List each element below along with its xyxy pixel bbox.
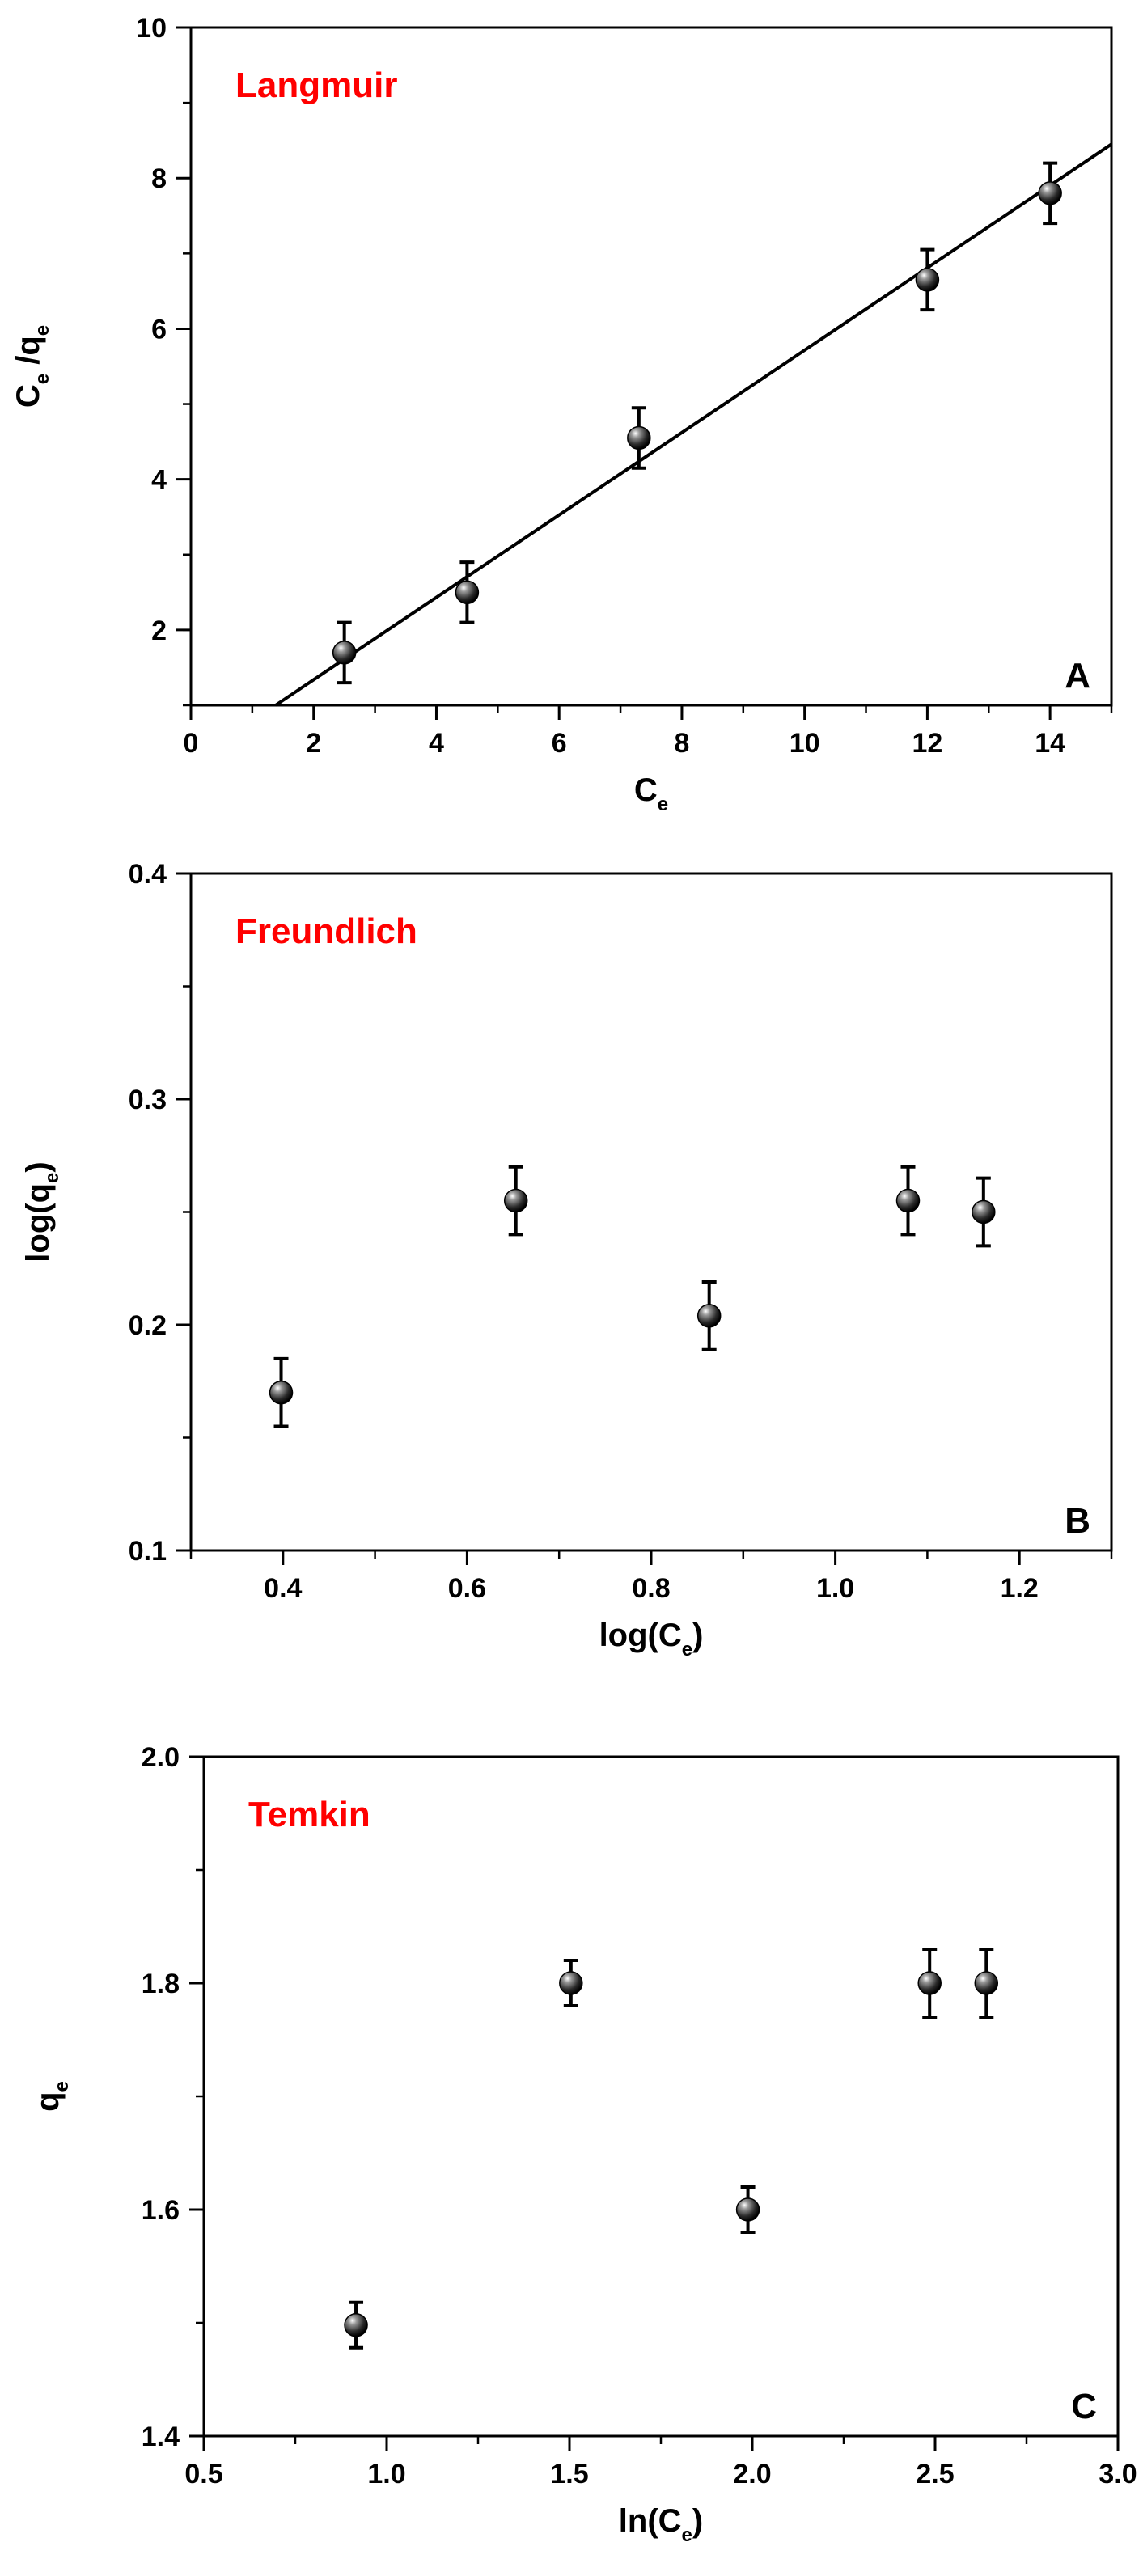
- chart-title: Langmuir: [235, 66, 397, 105]
- x-tick-label: 2: [306, 728, 321, 759]
- chart-title: Freundlich: [235, 912, 417, 951]
- x-tick-label: 0.6: [448, 1573, 486, 1604]
- data-point: [735, 2197, 760, 2222]
- data-point: [344, 2313, 368, 2337]
- x-tick-label: 8: [674, 728, 689, 759]
- fit-line: [274, 142, 1113, 707]
- panel-letter: B: [1065, 1501, 1090, 1541]
- y-tick-label: 0.2: [129, 1310, 167, 1341]
- y-tick-label: 0.4: [129, 859, 167, 890]
- x-tick-label: 14: [1035, 728, 1065, 759]
- y-tick-label: 0.3: [129, 1085, 167, 1115]
- x-tick-label: 6: [552, 728, 567, 759]
- panel-letter: C: [1071, 2387, 1097, 2426]
- data-point: [917, 1971, 942, 1995]
- y-tick-label: 1.6: [142, 2195, 180, 2226]
- data-point: [503, 1188, 528, 1213]
- x-axis-label: log(Ce​): [599, 1618, 704, 1660]
- y-axis-label: Ce​ /qe​: [11, 325, 53, 408]
- x-tick-label: 1.2: [1001, 1573, 1039, 1604]
- x-tick-label: 0.8: [632, 1573, 670, 1604]
- x-tick-label: 2.0: [733, 2459, 771, 2489]
- y-tick-label: 10: [136, 13, 167, 44]
- x-tick-label: 2.5: [916, 2459, 954, 2489]
- x-tick-label: 1.0: [367, 2459, 405, 2489]
- data-point: [895, 1188, 921, 1213]
- y-axis-label: log(qe​): [20, 1161, 63, 1262]
- data-point: [455, 580, 480, 605]
- chart-panel-c: 0.5 1.0 1.5 2.0 2.5 3.0 1.4 1.6 1.8 2.0 ln(Ce​) qe​…: [30, 1742, 1137, 2546]
- x-tick-label: 3.0: [1099, 2459, 1137, 2489]
- x-tick-label: 0.4: [264, 1573, 302, 1604]
- chart-title: Temkin: [248, 1795, 370, 1834]
- y-tick-label: 1.8: [142, 1969, 180, 1999]
- chart-panel-b: 0.4 0.6 0.8 1.0 1.2 0.1 0.2 0.3 0.4 log(Ce​) log(q…: [20, 859, 1113, 1660]
- x-tick-label: 0.5: [184, 2459, 222, 2489]
- data-point: [269, 1380, 294, 1405]
- x-tick-label: 1.5: [550, 2459, 588, 2489]
- data-point: [332, 641, 357, 665]
- x-tick-label: 12: [912, 728, 942, 759]
- y-tick-label: 4: [151, 465, 167, 496]
- y-tick-label: 2.0: [142, 1742, 180, 1773]
- y-tick-label: 8: [151, 163, 167, 194]
- x-tick-label: 10: [790, 728, 820, 759]
- y-tick-label: 2: [151, 615, 167, 646]
- y-tick-label: 6: [151, 314, 167, 345]
- y-axis-label: qe​: [30, 2081, 73, 2112]
- x-axis-label: Ce​: [634, 772, 668, 815]
- chart-panel-a: 0 2 4 6 8 10 12 14 2 4 6 8 10 Ce​ Ce​ /qe​ Langmuir A: [11, 13, 1113, 815]
- data-point: [696, 1304, 722, 1328]
- x-axis-label: ln(Ce​): [619, 2503, 703, 2546]
- x-tick-label: 0: [184, 728, 199, 759]
- plot-frame: [202, 1755, 1120, 2438]
- y-tick-label: 1.4: [142, 2422, 180, 2452]
- x-tick-label: 1.0: [816, 1573, 854, 1604]
- data-point: [1038, 181, 1062, 205]
- data-point: [915, 268, 940, 292]
- data-point: [974, 1971, 999, 1995]
- x-tick-label: 4: [429, 728, 444, 759]
- data-point: [627, 425, 651, 450]
- plot-frame: [189, 26, 1113, 707]
- data-point: [972, 1199, 996, 1225]
- panel-letter: A: [1065, 656, 1090, 696]
- y-tick-label: 0.1: [129, 1536, 167, 1567]
- data-point: [559, 1971, 583, 1995]
